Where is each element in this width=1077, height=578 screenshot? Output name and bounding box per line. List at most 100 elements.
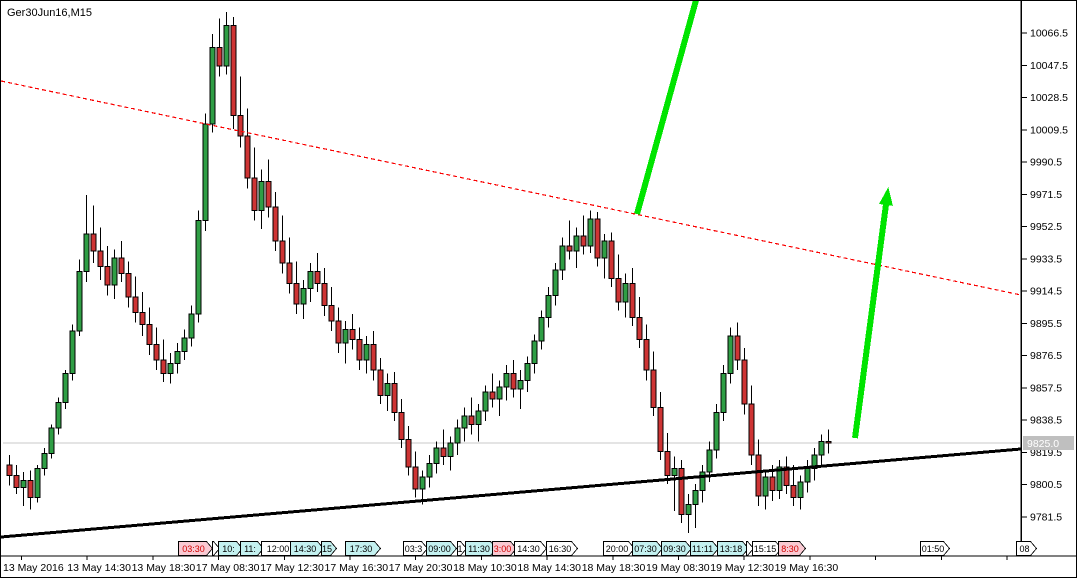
time-axis-label: 19 May 12:30	[710, 562, 774, 574]
candle-body	[461, 415, 468, 429]
event-tag[interactable]	[1016, 541, 1038, 556]
event-tag[interactable]	[321, 541, 338, 556]
candle-body	[489, 391, 496, 400]
event-tag[interactable]	[457, 541, 468, 556]
candle-body	[510, 373, 517, 390]
event-tag[interactable]	[546, 541, 579, 556]
event-tag[interactable]	[240, 541, 265, 556]
candle-body	[762, 476, 769, 497]
event-tag-label: 03:3	[405, 544, 423, 554]
momentum-line[interactable]	[634, 1, 699, 215]
candle-body	[370, 344, 377, 371]
candle-body	[419, 476, 426, 490]
candle-body	[307, 271, 314, 290]
candle-body	[678, 468, 685, 515]
candle-body	[83, 233, 90, 273]
candle-body	[496, 386, 503, 400]
event-tag[interactable]	[178, 541, 214, 556]
support-trendline[interactable]	[1, 447, 1022, 539]
momentum-arrow-head[interactable]	[879, 187, 893, 206]
candle-body	[433, 447, 440, 465]
event-tag[interactable]	[218, 541, 244, 556]
candle-body	[734, 335, 741, 361]
price-axis-label: 9990.5	[1030, 157, 1062, 169]
candle-body	[335, 320, 342, 344]
candle-body	[188, 313, 195, 339]
event-tag-label: 13:18	[720, 544, 743, 554]
time-axis-label: 19 May 16:30	[775, 562, 839, 574]
event-tag[interactable]	[492, 541, 518, 556]
price-axis-label: 9876.5	[1030, 350, 1062, 362]
candle-body	[104, 266, 111, 286]
candle-body	[279, 240, 286, 264]
price-axis-label: 9952.5	[1030, 221, 1062, 233]
price-axis-label: 9800.5	[1030, 479, 1062, 491]
event-tag[interactable]	[212, 541, 221, 556]
candle-body	[797, 481, 804, 498]
candle-body	[321, 282, 328, 307]
candle-body	[181, 337, 188, 352]
price-axis-gutter	[1022, 1, 1076, 577]
candle-body	[90, 233, 97, 252]
event-tag-label: 8:30	[781, 544, 799, 554]
candle-body	[223, 24, 230, 67]
candle-body	[41, 452, 48, 470]
event-tag[interactable]	[717, 541, 750, 556]
candle-body	[405, 439, 412, 468]
event-tag-label: 09:30	[663, 544, 686, 554]
candle-body	[300, 288, 307, 305]
event-tag-label: 17:30	[350, 544, 373, 554]
event-tag-label: 07:30	[634, 544, 657, 554]
time-axis-label: 18 May 14:30	[517, 562, 581, 574]
price-axis-label: 10028.5	[1030, 92, 1068, 104]
candle-body	[13, 474, 20, 488]
candle-body	[608, 240, 615, 279]
candle-body	[230, 24, 237, 116]
candle-body	[216, 46, 223, 67]
price-axis-label: 9914.5	[1030, 286, 1062, 298]
candle-body	[146, 323, 153, 346]
time-axis-label: 17 May 12:30	[260, 562, 324, 574]
event-tag[interactable]	[632, 541, 664, 556]
candle-body	[664, 451, 671, 476]
momentum-arrow[interactable]	[852, 200, 890, 439]
event-tag-label: 01:50	[922, 544, 945, 554]
candle-body	[650, 369, 657, 408]
candle-body	[755, 454, 762, 497]
candle-body	[377, 369, 384, 397]
resistance-trendline[interactable]	[1, 80, 1022, 296]
candle-body	[244, 135, 251, 179]
candle-body	[412, 466, 419, 490]
candle-body	[293, 282, 300, 305]
candle-body	[76, 271, 83, 332]
event-tag[interactable]	[690, 541, 720, 556]
event-tag[interactable]	[920, 541, 951, 556]
candle-body	[818, 440, 825, 456]
event-tag[interactable]	[403, 541, 429, 556]
candle-body	[356, 339, 363, 361]
time-axis-label: 19 May 08:30	[646, 562, 710, 574]
candle-body	[776, 466, 783, 492]
candle-body	[587, 218, 594, 247]
candle-body	[314, 271, 321, 284]
event-tag[interactable]	[290, 541, 325, 556]
event-tag[interactable]	[661, 541, 693, 556]
event-tag[interactable]	[603, 541, 636, 556]
event-tag[interactable]	[426, 541, 458, 556]
candle-body	[699, 471, 706, 492]
time-axis-label: 13 May 14:30	[67, 562, 131, 574]
event-tag-label: 16:30	[549, 544, 572, 554]
candle-body	[55, 401, 62, 429]
candle-body	[594, 218, 601, 259]
candle-body	[657, 406, 664, 453]
price-axis-label: 10009.5	[1030, 124, 1068, 136]
candle-body	[342, 328, 349, 344]
event-tag[interactable]	[345, 541, 382, 556]
event-tag[interactable]	[514, 541, 548, 556]
event-tag[interactable]	[746, 541, 755, 556]
candle-body	[139, 311, 146, 325]
event-tag-label: 10:	[222, 544, 235, 554]
event-tag[interactable]	[778, 541, 807, 556]
price-axis-label: 9933.5	[1030, 253, 1062, 265]
